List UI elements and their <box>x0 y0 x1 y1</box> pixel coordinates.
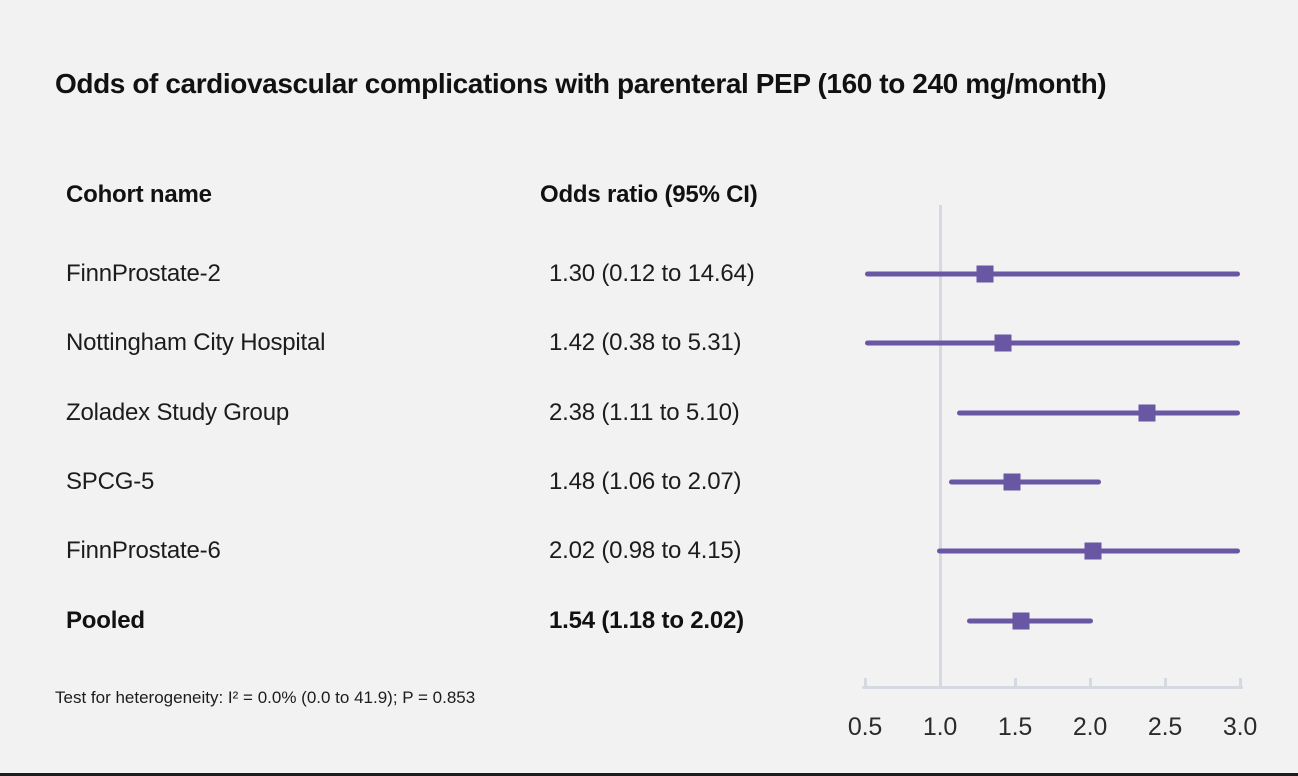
estimate-square-marker <box>994 334 1012 352</box>
x-axis-tick-label: 3.0 <box>1222 713 1258 741</box>
x-axis-tick <box>863 678 867 687</box>
cohort-name: Pooled <box>66 607 145 634</box>
x-axis-tick-label: 2.5 <box>1147 713 1183 741</box>
odds-ratio-value: 2.38 (1.11 to 5.10) <box>549 399 740 426</box>
odds-ratio-value: 1.42 (0.38 to 5.31) <box>549 329 742 356</box>
x-axis-tick-label: 0.5 <box>847 713 883 741</box>
x-axis-tick-label: 2.0 <box>1072 713 1108 741</box>
cohort-name: FinnProstate-2 <box>66 260 221 287</box>
confidence-interval-line <box>865 271 1240 277</box>
odds-ratio-value: 1.30 (0.12 to 14.64) <box>549 260 755 287</box>
confidence-interval-line <box>937 548 1240 554</box>
confidence-interval-line <box>865 340 1240 346</box>
reference-line <box>938 205 942 686</box>
figure-title: Odds of cardiovascular complications wit… <box>55 68 1107 99</box>
x-axis-line <box>862 686 1243 689</box>
cohort-name: FinnProstate-6 <box>66 537 221 564</box>
x-axis-tick <box>1088 678 1092 687</box>
x-axis-tick <box>938 678 942 687</box>
table-row: Zoladex Study Group 2.38 (1.11 to 5.10) <box>0 395 865 431</box>
odds-ratio-value: 2.02 (0.98 to 4.15) <box>549 537 742 564</box>
table-row: Pooled 1.54 (1.18 to 2.02) <box>0 603 865 639</box>
confidence-interval-line <box>949 479 1101 485</box>
column-header-odds-ratio: Odds ratio (95% CI) <box>540 181 758 208</box>
odds-ratio-value: 1.48 (1.06 to 2.07) <box>549 468 742 495</box>
table-row: Nottingham City Hospital 1.42 (0.38 to 5.… <box>0 325 865 361</box>
cohort-name: Zoladex Study Group <box>66 399 289 426</box>
x-axis-tick <box>1238 678 1242 687</box>
estimate-square-marker <box>1012 612 1030 630</box>
x-axis-tick <box>1163 678 1167 687</box>
cohort-name: Nottingham City Hospital <box>66 329 326 356</box>
table-row: SPCG-5 1.48 (1.06 to 2.07) <box>0 464 865 500</box>
estimate-square-marker <box>1084 542 1102 560</box>
estimate-square-marker <box>1138 404 1156 422</box>
table-row: FinnProstate-2 1.30 (0.12 to 14.64) <box>0 256 865 292</box>
table-row: FinnProstate-6 2.02 (0.98 to 4.15) <box>0 533 865 569</box>
x-axis-tick-label: 1.5 <box>997 713 1033 741</box>
estimate-square-marker <box>1003 473 1021 491</box>
column-header-cohort-name: Cohort name <box>66 181 212 208</box>
x-axis-tick-label: 1.0 <box>922 713 958 741</box>
estimate-square-marker <box>976 265 994 283</box>
confidence-interval-line <box>967 618 1093 624</box>
confidence-interval-line <box>956 410 1240 416</box>
x-axis-tick <box>1013 678 1017 687</box>
heterogeneity-footnote: Test for heterogeneity: I² = 0.0% (0.0 t… <box>55 688 476 707</box>
odds-ratio-value: 1.54 (1.18 to 2.02) <box>549 607 744 634</box>
cohort-name: SPCG-5 <box>66 468 155 495</box>
